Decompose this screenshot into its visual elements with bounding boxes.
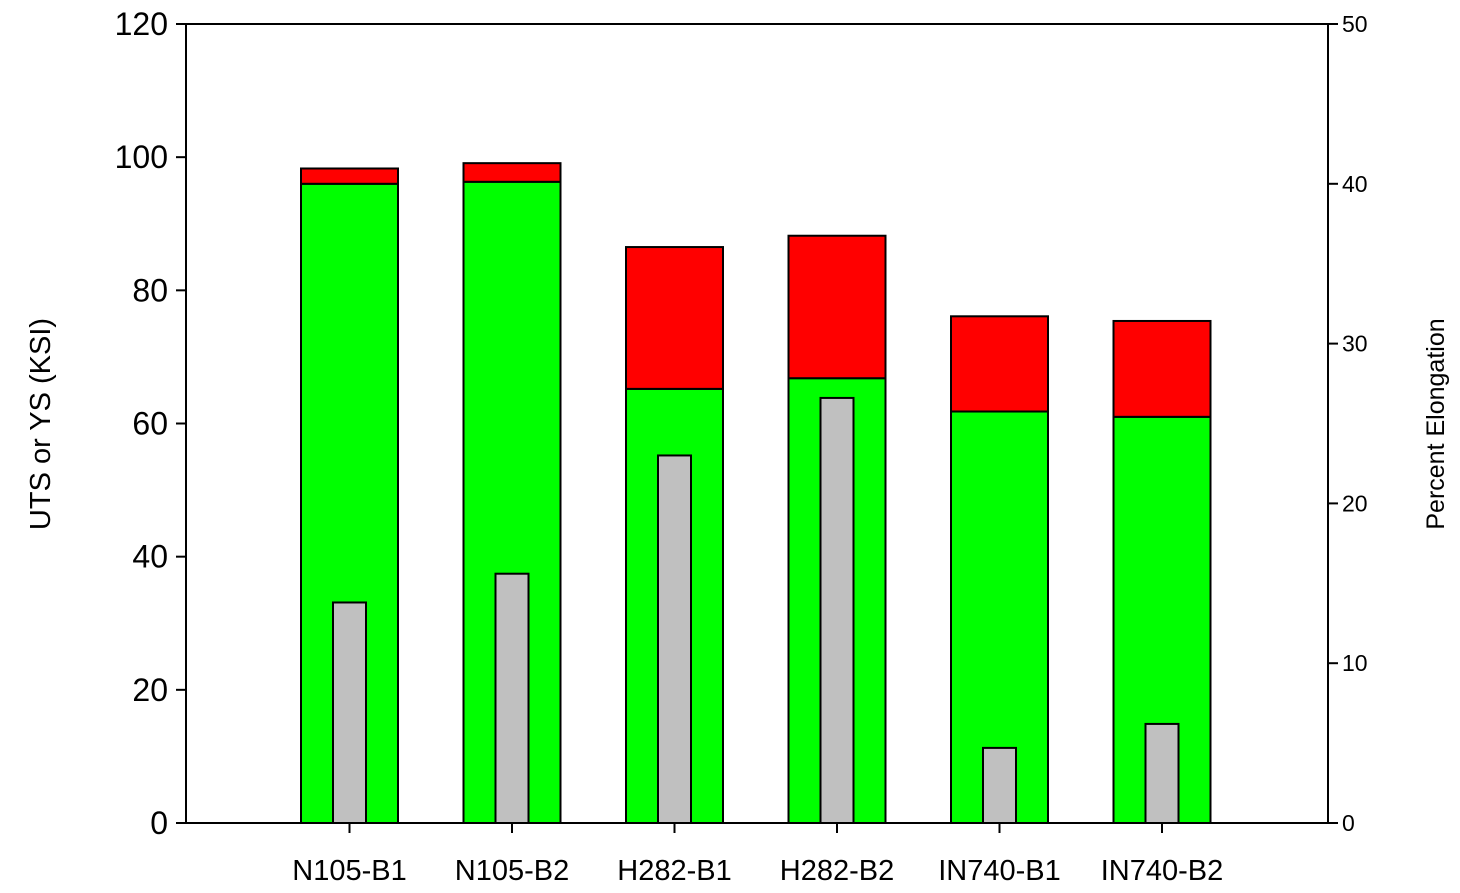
x-tick-label-5: IN740-B2 (1101, 855, 1224, 887)
y-axis-title: UTS or YS (KSI) (25, 318, 57, 530)
y-tick-label-2: 40 (132, 539, 168, 575)
y2-tick-label-1: 10 (1342, 650, 1368, 676)
y2-tick-label-3: 30 (1342, 331, 1368, 357)
y2-tick-label-2: 20 (1342, 490, 1368, 516)
bars-layer (300, 162, 1212, 825)
x-tick-label-4: IN740-B1 (938, 855, 1061, 887)
x-tick-label-3: H282-B2 (780, 855, 894, 887)
x-tick-label-0: N105-B1 (292, 855, 406, 887)
elongation-bar-5 (1144, 722, 1180, 825)
bar-segment-1-2 (625, 246, 724, 390)
y-tick-label-3: 60 (132, 406, 168, 442)
bar-segment-1-1 (462, 162, 562, 183)
x-tick-label-2: H282-B1 (617, 855, 731, 887)
y-tick-label-5: 100 (115, 139, 168, 175)
elongation-bar-2 (657, 454, 692, 824)
elongation-bar-1 (494, 572, 530, 824)
bar-segment-1-3 (787, 234, 887, 380)
y-tick-label-4: 80 (132, 272, 168, 308)
elongation-bar-4 (982, 746, 1017, 824)
y2-tick-label-0: 0 (1342, 810, 1355, 836)
y2-axis-title: Percent Elongation (1422, 318, 1450, 529)
bar-segment-1-0 (300, 167, 399, 185)
y-tick-label-0: 0 (150, 805, 168, 841)
y2-tick-label-4: 40 (1342, 171, 1368, 197)
bar-segment-1-4 (950, 315, 1049, 413)
y-tick-label-6: 120 (115, 6, 168, 42)
bar-segment-1-5 (1112, 319, 1212, 418)
y-tick-label-1: 20 (132, 672, 168, 708)
elongation-bar-0 (332, 601, 367, 825)
elongation-bar-3 (819, 396, 855, 824)
x-tick-label-1: N105-B2 (455, 855, 569, 887)
y2-tick-label-5: 50 (1342, 11, 1368, 37)
axes-layer: 0 20 40 60 80 100 120 0 10 20 30 40 50 N105-B1 N105-B2… (115, 6, 1368, 887)
